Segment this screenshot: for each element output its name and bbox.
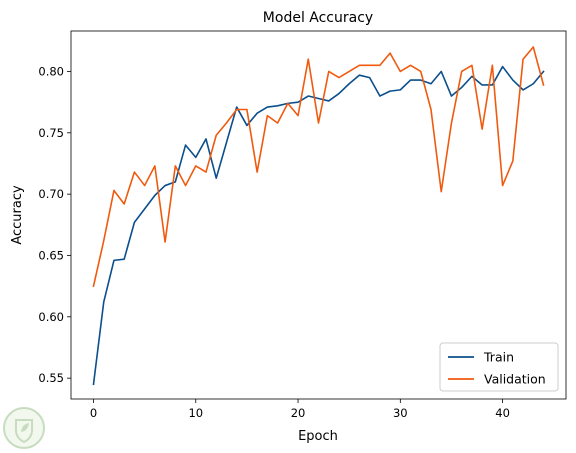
legend: Train Validation [439,342,559,392]
y-tick-label: 0.80 [38,64,64,78]
y-axis: 0.55 0.60 0.65 0.70 0.75 0.80 [38,64,71,385]
x-tick-label: 10 [188,406,203,420]
x-tick-label: 30 [393,406,408,420]
legend-label-train: Train [483,350,514,365]
y-axis-label: Accuracy [10,185,25,245]
y-tick-label: 0.60 [38,310,64,324]
x-axis-label: Epoch [298,429,338,444]
y-tick-label: 0.70 [38,187,64,201]
x-tick-label: 40 [495,406,510,420]
y-tick-label: 0.65 [38,248,64,262]
y-tick-label: 0.75 [38,126,64,140]
y-tick-label: 0.55 [38,371,64,385]
watermark [3,407,45,449]
series-line-validation [92,46,545,288]
chart-title: Model Accuracy [263,10,373,26]
x-tick-label: 0 [90,406,97,420]
series-line-train [92,65,545,386]
plot-area [70,30,567,400]
x-tick-label: 20 [291,406,306,420]
plot-frame [70,30,567,400]
legend-label-validation: Validation [484,372,546,387]
x-axis: 0 10 20 30 40 [90,399,510,420]
